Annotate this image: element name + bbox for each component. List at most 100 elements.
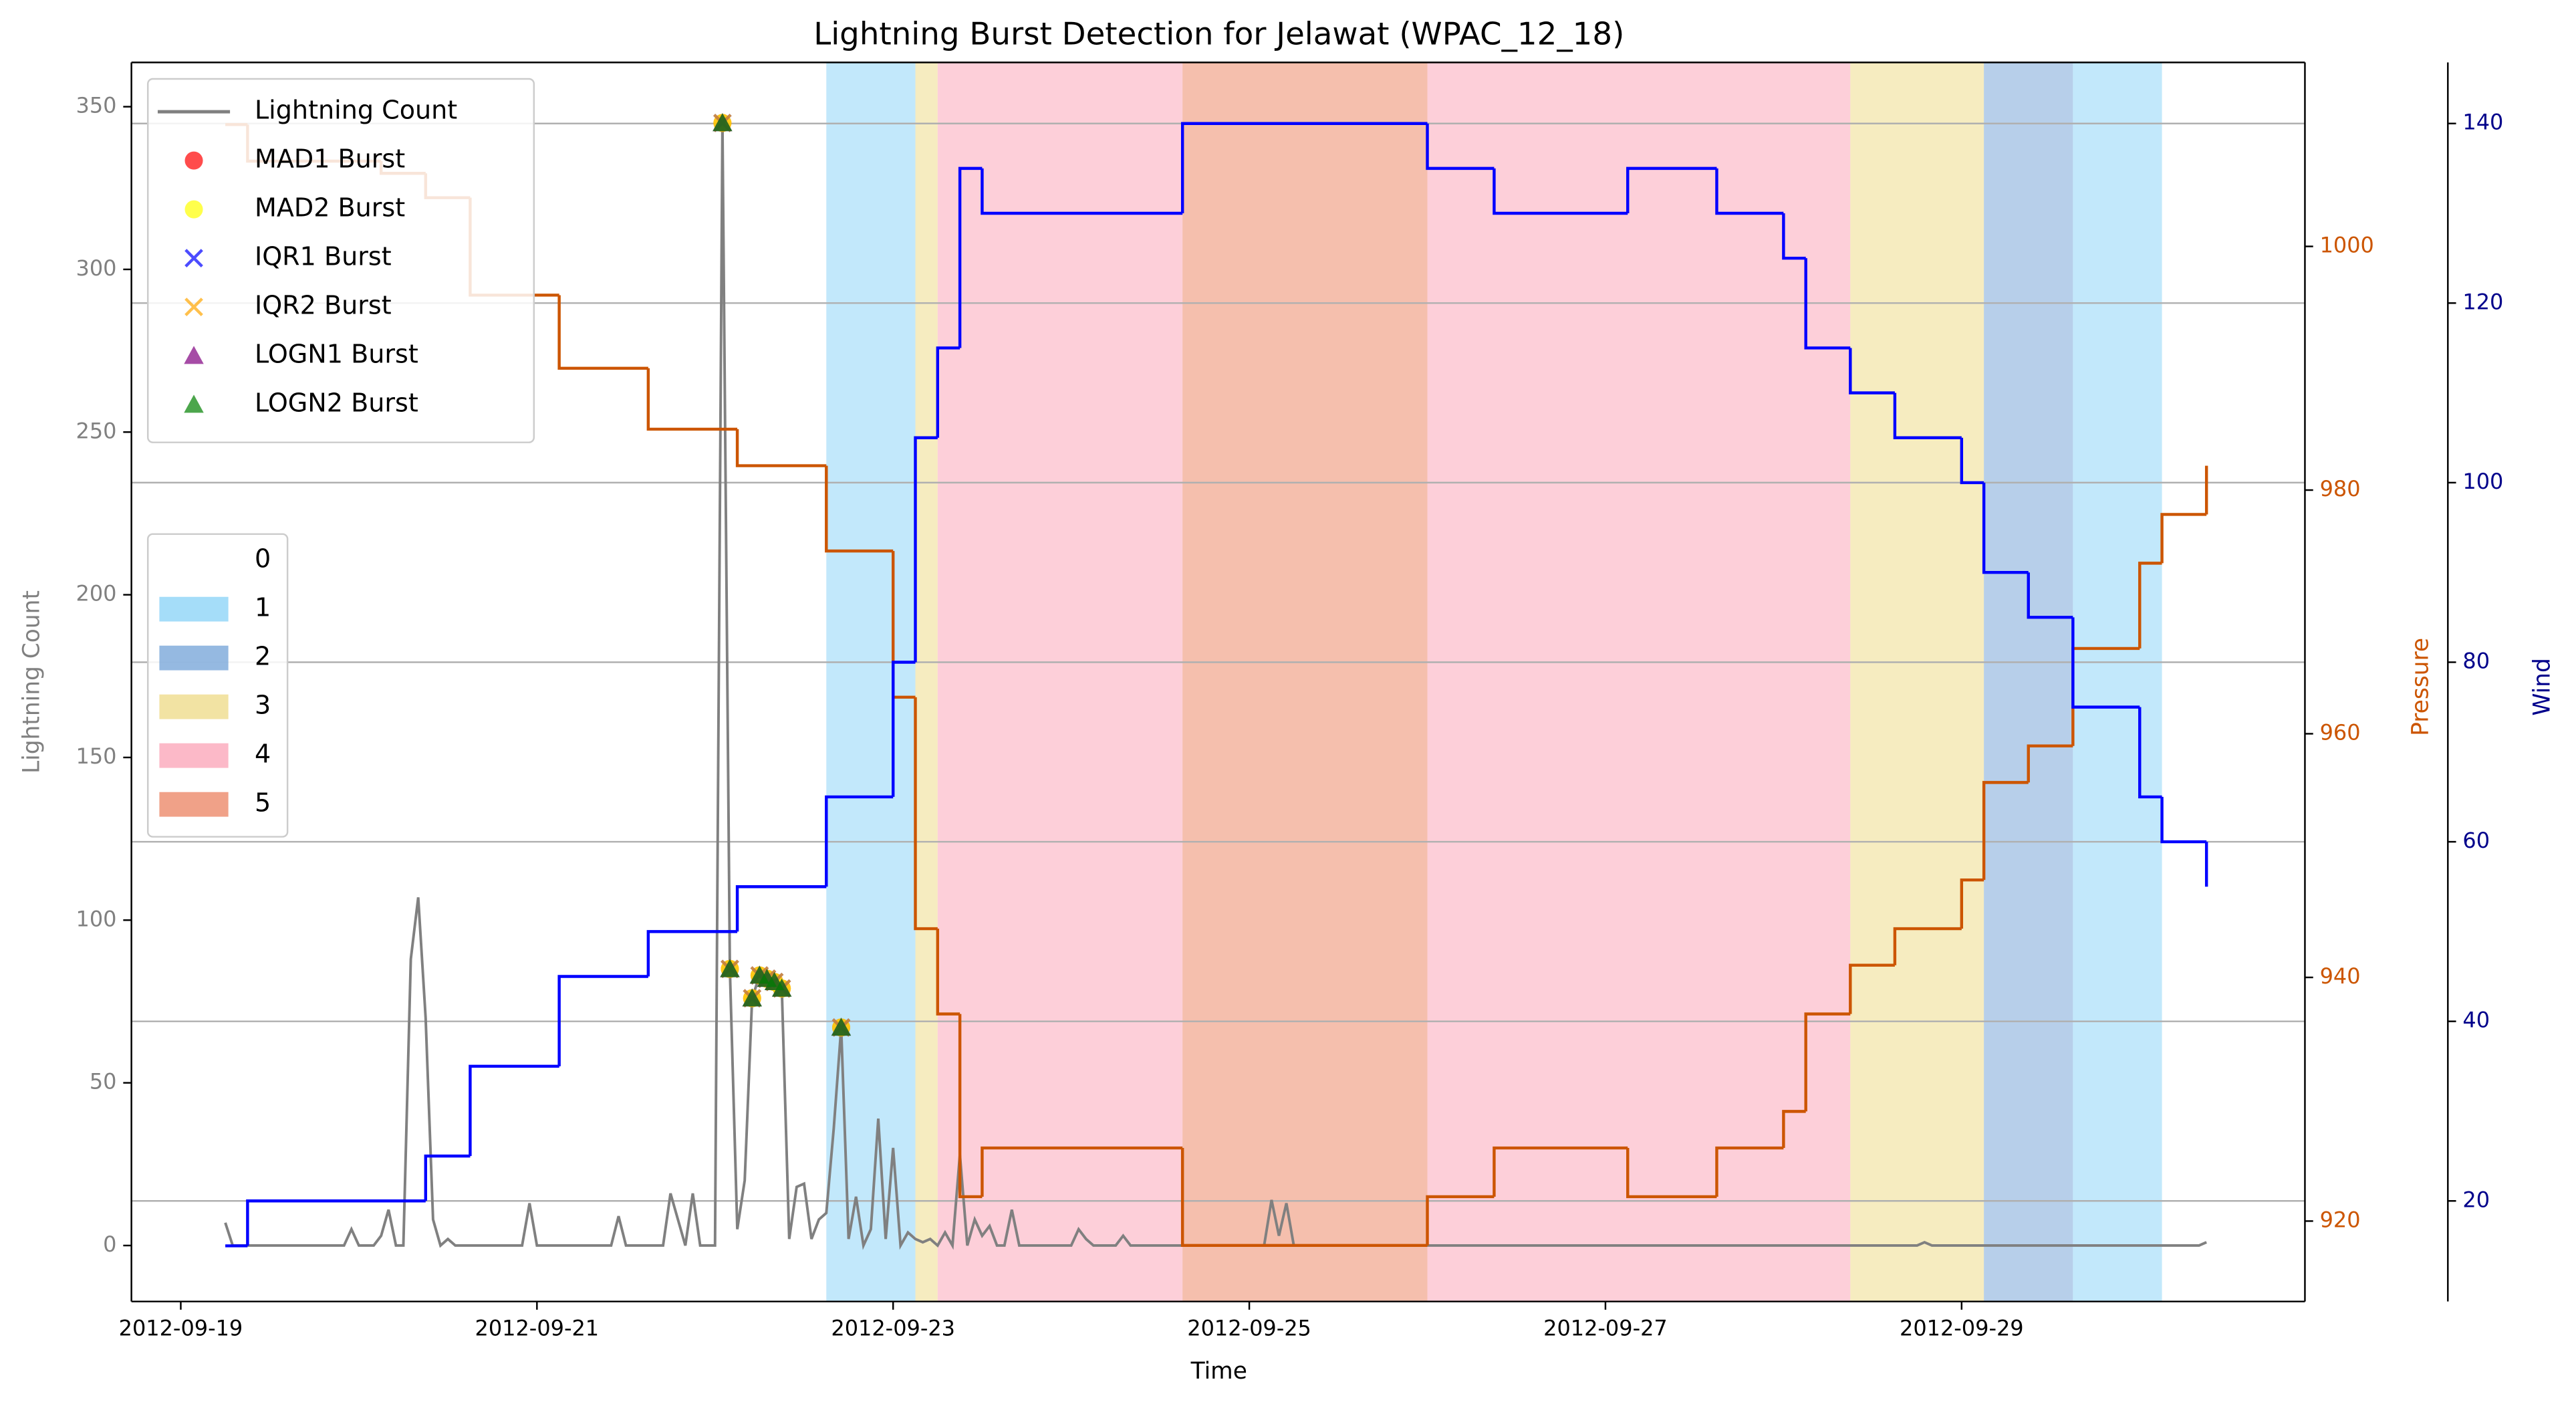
regime-band — [1182, 62, 1428, 1302]
legend-patch — [159, 596, 229, 622]
legend-label: 0 — [255, 544, 271, 574]
regime-band — [915, 62, 938, 1302]
pressure-line — [1180, 1148, 1428, 1248]
pressure-line — [1804, 1012, 1851, 1112]
regime-band — [937, 62, 1183, 1302]
regime-band — [2073, 62, 2162, 1302]
legend-marker — [184, 298, 203, 316]
x-tick-label: 2012-09-27 — [1543, 1315, 1668, 1340]
y3-tick-label: 60 — [2462, 828, 2490, 853]
legend-patch — [159, 548, 229, 573]
pressure-line — [914, 697, 938, 931]
pressure-line — [825, 465, 894, 553]
y3-tick-label: 20 — [2462, 1187, 2490, 1212]
pressure-line — [981, 1146, 1183, 1197]
wind-line — [1493, 168, 1628, 215]
regime-band — [1850, 62, 1984, 1302]
legend-box — [146, 78, 535, 443]
pressure-line — [1715, 1146, 1784, 1197]
pressure-line — [2138, 562, 2162, 649]
legend-label: LOGN1 Burst — [255, 340, 418, 369]
wind-line — [246, 1199, 426, 1246]
pressure-line — [1626, 1148, 1717, 1199]
pressure-line — [958, 1014, 983, 1199]
y3-tick-label: 140 — [2462, 110, 2503, 135]
legend-marker — [184, 249, 203, 267]
wind-line — [1715, 168, 1784, 215]
y-axis-label: Lightning Count — [19, 590, 45, 774]
wind-line — [735, 885, 827, 932]
legend-label: Lightning Count — [255, 96, 457, 125]
wind-line — [2160, 796, 2207, 844]
chart-title: Lightning Burst Detection for Jelawat (W… — [813, 17, 1624, 53]
y-tick-label: 250 — [76, 418, 117, 443]
wind-line — [825, 795, 894, 887]
pressure-line — [646, 368, 738, 431]
pressure-line — [1982, 781, 2029, 881]
wind-line — [557, 975, 648, 1066]
pressure-line — [1893, 927, 1962, 965]
pressure-line — [2027, 744, 2073, 783]
wind-line — [981, 168, 1183, 215]
legend-label: 5 — [255, 788, 271, 818]
y-tick-label: 0 — [103, 1232, 116, 1257]
wind-line — [936, 346, 960, 438]
legend-patch — [159, 645, 229, 671]
legend-label: MAD2 Burst — [255, 193, 405, 223]
burst-marker — [742, 988, 763, 1007]
x-tick-label: 2012-09-21 — [475, 1315, 600, 1340]
regime-band — [1427, 62, 1851, 1302]
y3-tick-label: 100 — [2462, 469, 2503, 494]
wind-line — [1626, 166, 1717, 214]
legend-label: 1 — [255, 593, 271, 622]
x-tick-label: 2012-09-25 — [1187, 1315, 1311, 1340]
regime-band — [826, 62, 916, 1302]
legend-label: IQR1 Burst — [255, 242, 392, 271]
pressure-line — [2160, 513, 2207, 564]
pressure-line — [735, 429, 827, 467]
burst-marker — [713, 113, 733, 132]
legend-label: IQR2 Burst — [255, 291, 392, 320]
wind-line — [1849, 348, 1895, 394]
legend-label: 3 — [255, 691, 271, 720]
x-tick-label: 2012-09-19 — [119, 1315, 243, 1340]
lightning-line — [224, 122, 2207, 1250]
y-tick-label: 350 — [76, 93, 117, 118]
wind-line — [1982, 482, 2029, 574]
y2-axis-label: Pressure — [2407, 638, 2434, 736]
y-tick-label: 300 — [76, 255, 117, 281]
wind-line — [1960, 437, 1984, 485]
x-axis-label: Time — [1190, 1358, 1247, 1385]
y2-tick-label: 940 — [2320, 963, 2361, 989]
y3-tick-label: 80 — [2462, 648, 2490, 673]
legend-marker — [184, 394, 204, 413]
legend-marker — [184, 200, 203, 219]
wind-line — [424, 1154, 471, 1201]
legend-label: 4 — [255, 739, 271, 769]
y-tick-label: 200 — [76, 581, 117, 606]
wind-line — [1426, 123, 1495, 170]
pressure-line — [557, 295, 648, 370]
wind-line — [958, 166, 983, 348]
legend-marker — [184, 346, 204, 364]
regime-band — [1984, 62, 2073, 1302]
legend-marker — [184, 151, 203, 170]
legend-patch — [159, 792, 229, 817]
legend-patch — [159, 694, 229, 719]
legend-patch — [159, 743, 229, 768]
x-tick-label: 2012-09-29 — [1900, 1315, 2024, 1340]
pressure-line — [936, 929, 960, 1016]
y2-tick-label: 980 — [2320, 476, 2361, 501]
wind-line — [646, 930, 738, 977]
wind-line — [1804, 258, 1851, 350]
pressure-line — [1782, 1110, 1806, 1149]
y-tick-label: 50 — [90, 1069, 117, 1094]
y2-tick-label: 920 — [2320, 1207, 2361, 1232]
pressure-line — [1960, 878, 1984, 929]
y3-axis-label: Wind — [2529, 658, 2555, 715]
y2-tick-label: 960 — [2320, 719, 2361, 745]
wind-line — [2138, 707, 2162, 799]
pressure-line — [1849, 963, 1895, 1014]
